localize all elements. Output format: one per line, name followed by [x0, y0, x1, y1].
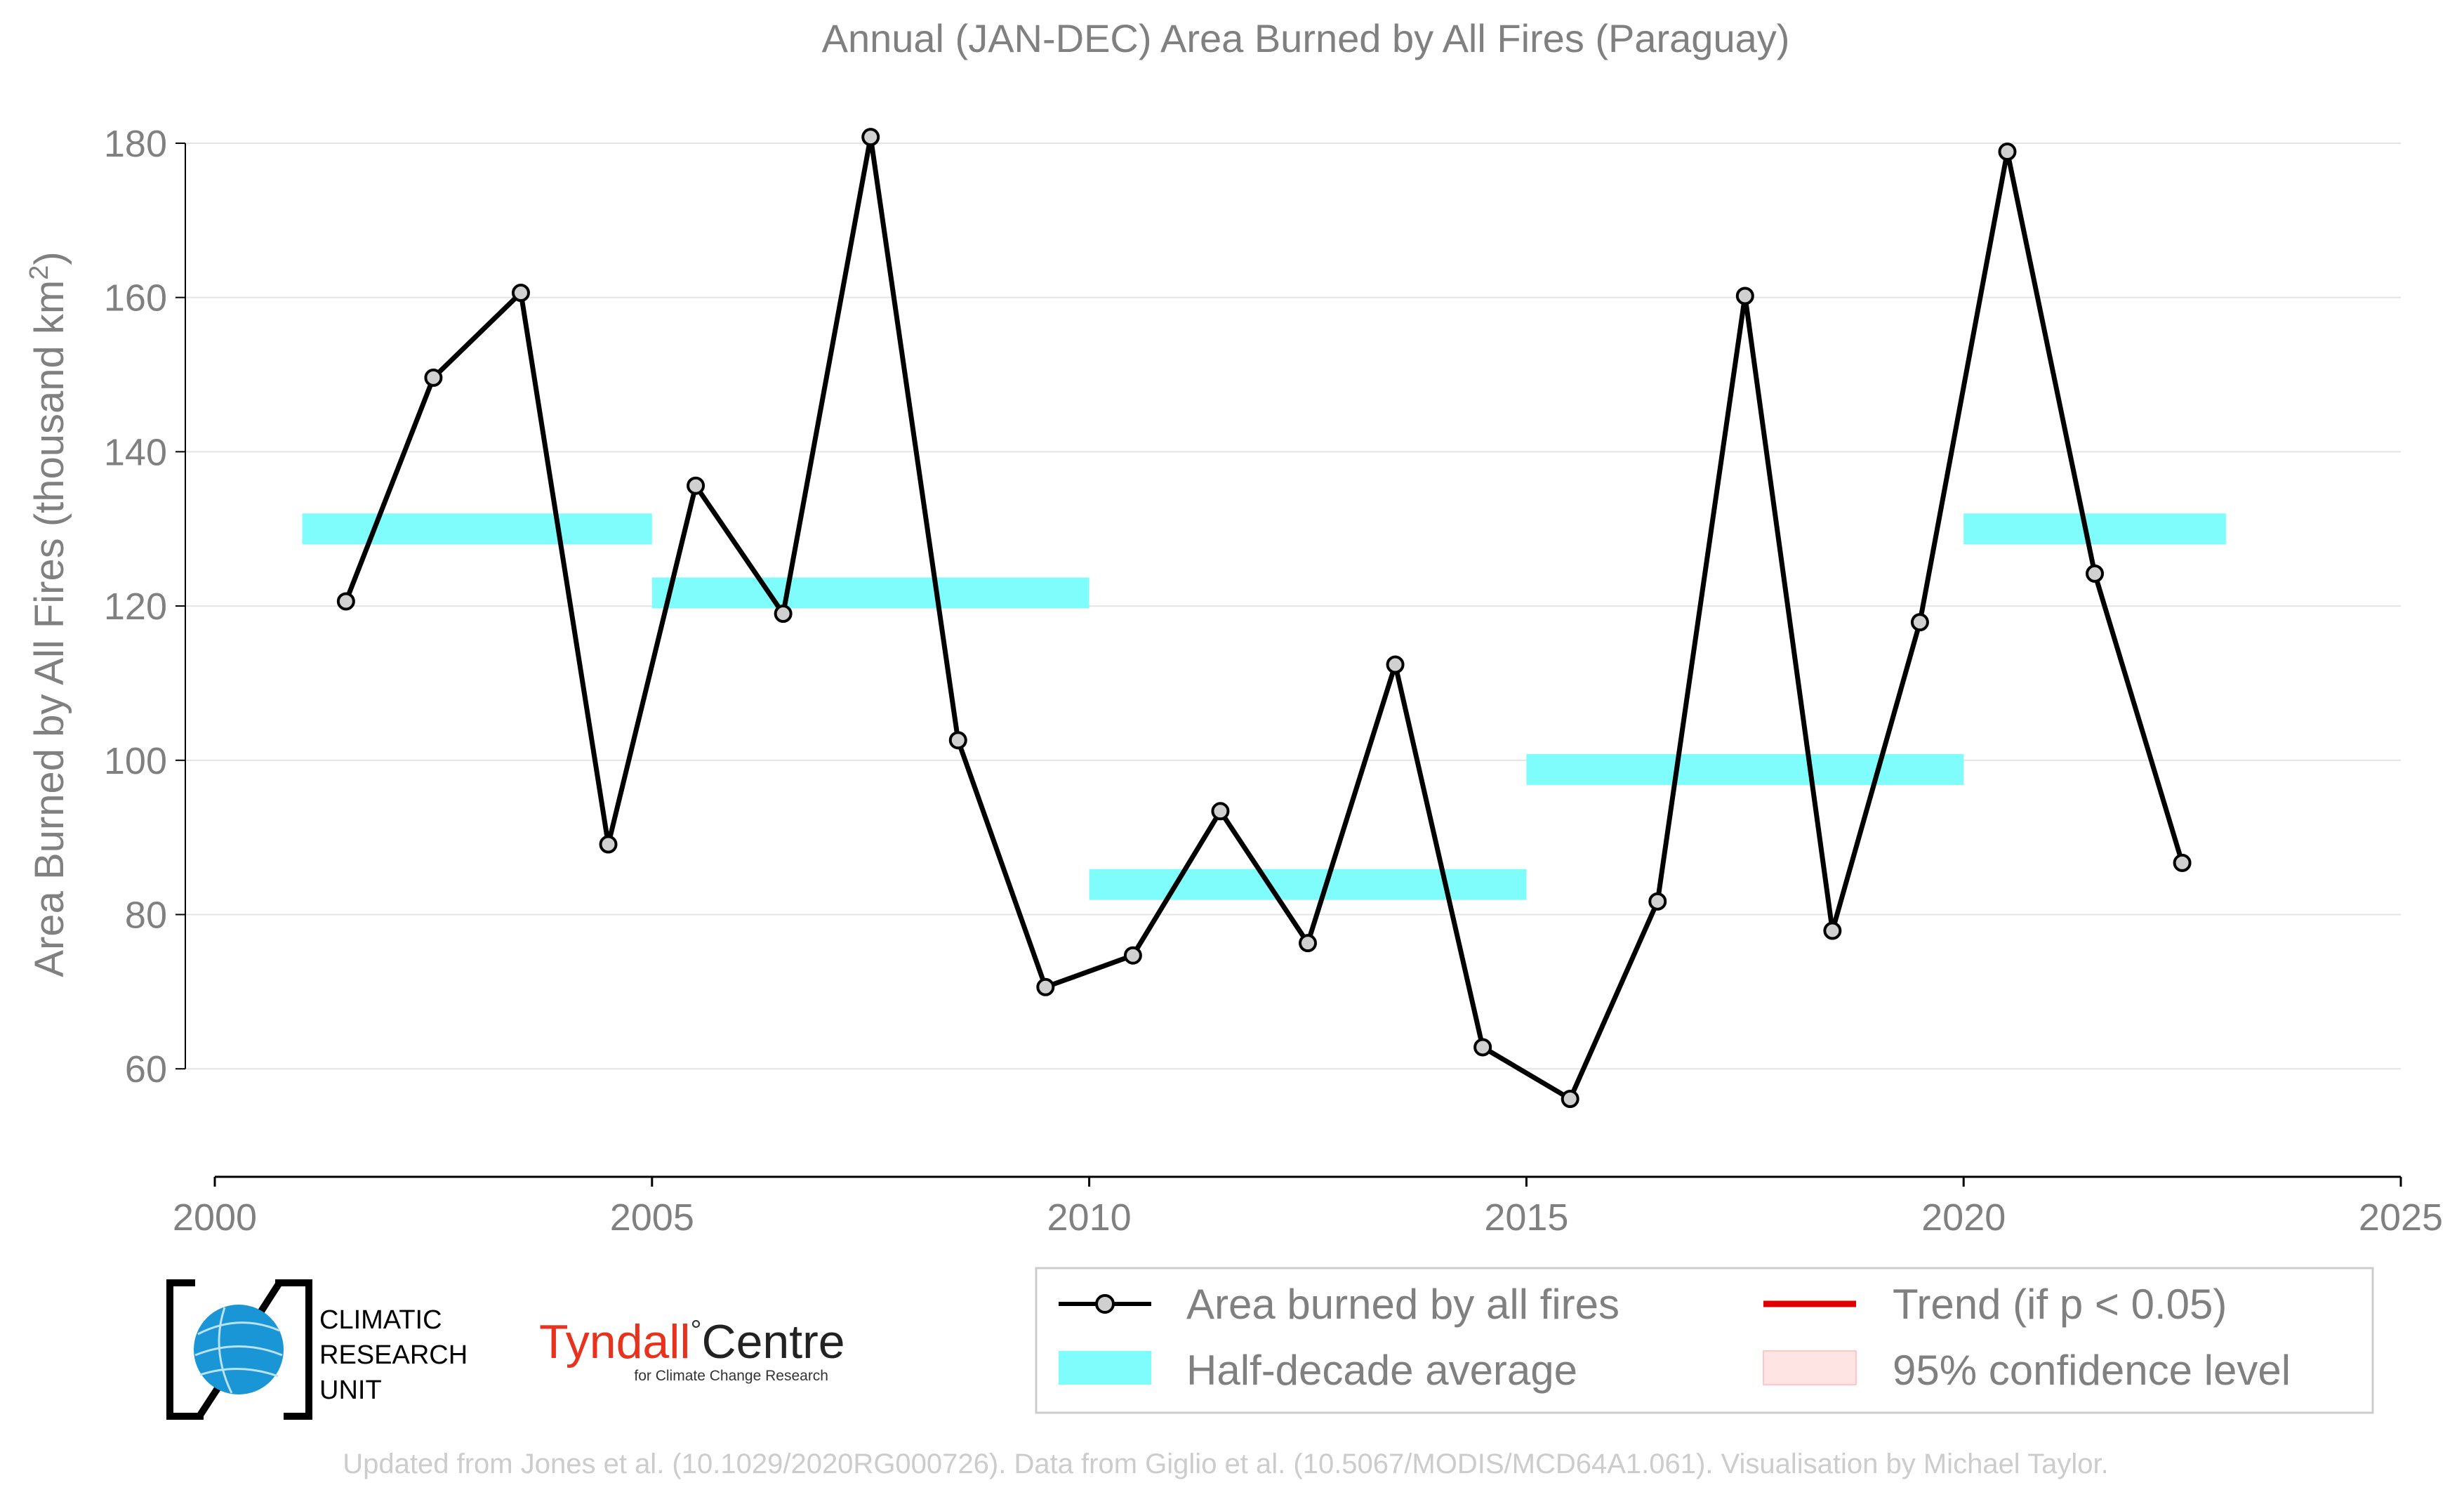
data-point — [1473, 1038, 1492, 1057]
legend-swatch-confidence — [1763, 1350, 1857, 1385]
data-point — [1823, 921, 1842, 940]
legend-entry-area-burned: Area burned by all fires — [1059, 1281, 1620, 1328]
y-tick-label: 180 — [104, 123, 167, 165]
legend: Area burned by all fires Trend (if p < 0… — [1035, 1267, 2374, 1414]
data-point — [948, 731, 967, 750]
data-point — [687, 476, 706, 495]
tyndall-logo-name: Tyndall°Centre — [539, 1315, 845, 1369]
data-point — [336, 592, 355, 611]
globe-icon-lines — [194, 1307, 283, 1394]
data-point — [1299, 934, 1317, 953]
y-tick-label: 80 — [125, 894, 167, 936]
gridlines — [185, 142, 2401, 1070]
data-point — [1211, 802, 1230, 821]
cru-logo-line3: UNIT — [319, 1376, 382, 1405]
data-point — [599, 835, 618, 854]
data-point — [1036, 977, 1055, 996]
data-point — [1910, 613, 1929, 632]
data-point — [2173, 853, 2192, 872]
cru-logo-line1: CLIMATIC — [319, 1305, 442, 1335]
y-tick-label: 160 — [104, 277, 167, 319]
half-decade-average-bar — [1526, 753, 1964, 785]
legend-entry-trend: Trend (if p < 0.05) — [1763, 1281, 2227, 1328]
data-point — [511, 284, 530, 303]
y-tick-label: 60 — [125, 1048, 167, 1090]
half-decade-average-bar — [1089, 869, 1527, 900]
y-tick-label: 100 — [104, 740, 167, 782]
cru-logo-line2: RESEARCH — [319, 1340, 468, 1370]
cru-logo-bracket-left — [166, 1279, 204, 1420]
x-tick-label: 2005 — [610, 1196, 694, 1239]
legend-swatch-half-decade — [1059, 1351, 1151, 1385]
data-point — [1648, 892, 1667, 911]
series-polyline — [343, 134, 2185, 1102]
legend-entry-half-decade: Half-decade average — [1059, 1347, 1577, 1394]
data-point — [2086, 564, 2105, 583]
cru-logo: CLIMATIC RESEARCH UNIT — [166, 1279, 468, 1420]
legend-frame — [1035, 1267, 2374, 1414]
cru-logo-bracket-right — [275, 1279, 312, 1420]
half-decade-average-bars — [302, 513, 2226, 900]
legend-label-area-burned: Area burned by all fires — [1186, 1281, 1620, 1328]
x-tick-label: 2025 — [2359, 1196, 2443, 1239]
tyndall-logo: Tyndall°Centre for Climate Change Resear… — [539, 1315, 845, 1384]
legend-swatch-marker — [1095, 1294, 1115, 1314]
x-tick-label: 2010 — [1047, 1196, 1132, 1239]
half-decade-average-bar — [1963, 513, 2226, 545]
data-point — [1735, 286, 1754, 305]
series-points — [336, 128, 2192, 1109]
series-line — [343, 134, 2185, 1102]
chart-title: Annual (JAN-DEC) Area Burned by All Fire… — [822, 16, 1790, 60]
y-tick-label: 120 — [104, 586, 167, 628]
y-axis-label: Area Burned by All Fires (thousand km2) — [25, 251, 72, 977]
x-tick-label: 2020 — [1921, 1196, 2006, 1239]
tyndall-logo-subtitle: for Climate Change Research — [634, 1368, 828, 1384]
half-decade-average-bar — [651, 577, 1089, 609]
legend-label-half-decade: Half-decade average — [1186, 1347, 1577, 1394]
data-point — [1561, 1090, 1579, 1109]
data-point — [861, 128, 880, 147]
half-decade-average-bar — [302, 513, 652, 545]
legend-label-trend: Trend (if p < 0.05) — [1893, 1281, 2227, 1328]
data-point — [1386, 655, 1405, 674]
x-tick-label: 2015 — [1484, 1196, 1568, 1239]
x-axis-ticks: 2000 2005 2010 2015 2020 2025 — [173, 1177, 2443, 1239]
x-tick-label: 2000 — [173, 1196, 257, 1239]
footer-credit: Updated from Jones et al. (10.1029/2020R… — [343, 1449, 2108, 1479]
globe-icon — [194, 1305, 284, 1394]
y-tick-label: 140 — [104, 431, 167, 473]
data-point — [774, 605, 793, 624]
data-point — [1998, 143, 2017, 161]
legend-label-confidence: 95% confidence level — [1893, 1347, 2291, 1394]
legend-entry-confidence: 95% confidence level — [1763, 1347, 2291, 1394]
data-point — [1123, 946, 1142, 965]
data-point — [424, 368, 443, 387]
y-axis-ticks: 60 80 100 120 140 160 180 — [104, 123, 185, 1090]
